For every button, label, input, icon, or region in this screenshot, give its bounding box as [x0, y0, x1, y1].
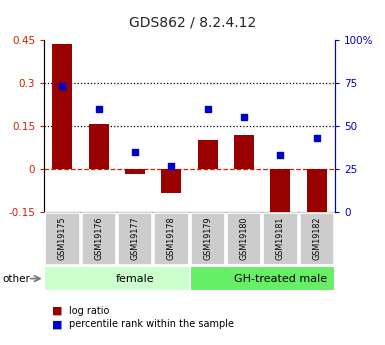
Point — [277, 152, 283, 158]
Point — [168, 163, 174, 168]
Bar — [300, 213, 334, 265]
Bar — [52, 44, 72, 169]
Bar — [45, 213, 80, 265]
Point — [205, 106, 211, 111]
Text: GSM19178: GSM19178 — [167, 216, 176, 259]
Bar — [191, 213, 225, 265]
Bar — [161, 169, 181, 193]
Text: GSM19182: GSM19182 — [312, 216, 321, 259]
Text: ■: ■ — [52, 306, 62, 315]
Bar — [44, 266, 190, 291]
Text: GSM19181: GSM19181 — [276, 216, 285, 259]
Text: female: female — [116, 274, 154, 284]
Point — [241, 115, 247, 120]
Text: other: other — [2, 274, 30, 284]
Text: GSM19175: GSM19175 — [58, 216, 67, 260]
Bar — [118, 213, 152, 265]
Bar — [82, 213, 116, 265]
Bar — [154, 213, 189, 265]
Bar — [190, 266, 335, 291]
Bar — [270, 169, 290, 227]
Bar — [125, 169, 145, 174]
Text: ■: ■ — [52, 319, 62, 329]
Point — [59, 83, 65, 89]
Point — [314, 135, 320, 141]
Text: percentile rank within the sample: percentile rank within the sample — [69, 319, 234, 329]
Text: log ratio: log ratio — [69, 306, 110, 315]
Bar — [89, 125, 109, 169]
Text: GSM19180: GSM19180 — [239, 216, 249, 259]
Bar — [263, 213, 298, 265]
Point — [132, 149, 138, 155]
Text: GH-treated male: GH-treated male — [234, 274, 327, 284]
Bar — [307, 169, 327, 217]
Text: GSM19176: GSM19176 — [94, 216, 103, 259]
Text: GSM19179: GSM19179 — [203, 216, 212, 260]
Text: GSM19177: GSM19177 — [131, 216, 140, 260]
Bar — [234, 135, 254, 169]
Bar — [227, 213, 261, 265]
Bar — [198, 140, 218, 169]
Text: GDS862 / 8.2.4.12: GDS862 / 8.2.4.12 — [129, 16, 256, 30]
Point — [96, 106, 102, 111]
